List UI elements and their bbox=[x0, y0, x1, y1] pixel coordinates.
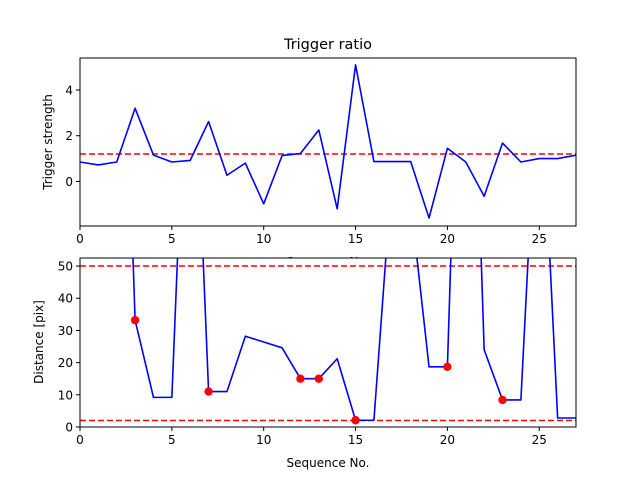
data-point-marker bbox=[443, 362, 452, 372]
bottom-y-axis-label: Distance [pix] bbox=[32, 300, 46, 384]
bottom-plot-background bbox=[80, 258, 576, 427]
bottom-plot-group bbox=[80, 258, 576, 425]
y-tick-label: 4 bbox=[65, 84, 73, 98]
data-point-marker bbox=[296, 374, 305, 383]
data-point-marker bbox=[498, 395, 507, 405]
x-tick-label: 0 bbox=[76, 433, 84, 447]
plot-area-1 bbox=[80, 258, 576, 425]
series-line bbox=[80, 64, 576, 219]
x-tick-label: 20 bbox=[440, 232, 455, 246]
series-line bbox=[132, 258, 576, 422]
data-point-marker bbox=[314, 374, 324, 383]
y-tick-label: 50 bbox=[58, 260, 73, 274]
data-point-marker bbox=[130, 315, 140, 325]
x-tick-label: 20 bbox=[440, 433, 455, 447]
y-tick-label: 40 bbox=[58, 292, 73, 306]
bottom-plot-frame bbox=[79, 257, 577, 428]
data-point-marker bbox=[351, 416, 360, 425]
panel-trigger-ratio: Trigger ratio 0 5 10 15 20 25 0 2 4 Trigger stre… bbox=[41, 37, 577, 269]
data-point-marker bbox=[204, 387, 213, 396]
chart-title: Trigger ratio bbox=[283, 37, 372, 53]
x-tick-label: 5 bbox=[168, 433, 176, 447]
x-tick-label: 15 bbox=[348, 433, 363, 447]
y-tick-label: 10 bbox=[58, 388, 73, 402]
y-tick-label: 20 bbox=[58, 356, 73, 370]
x-tick-label: 10 bbox=[256, 433, 271, 447]
y-tick-label: 0 bbox=[65, 175, 73, 189]
x-tick-label: 25 bbox=[532, 232, 547, 246]
top-y-axis-label: Trigger strength bbox=[41, 94, 55, 191]
x-tick-label: 25 bbox=[532, 433, 547, 447]
y-tick-label: 0 bbox=[65, 421, 73, 435]
top-plot-frame bbox=[79, 57, 577, 227]
bottom-x-axis-label: Sequence No. bbox=[287, 456, 370, 470]
y-tick-label: 30 bbox=[58, 324, 73, 338]
bottom-axis-ticks: 0 5 10 15 20 25 0 10 20 30 40 50 bbox=[58, 260, 547, 447]
top-axis-ticks: 0 5 10 15 20 25 0 2 4 bbox=[65, 84, 547, 247]
x-tick-label: 0 bbox=[76, 232, 84, 246]
x-tick-label: 15 bbox=[348, 232, 363, 246]
x-tick-label: 5 bbox=[168, 232, 176, 246]
panel-distance: 0 5 10 15 20 25 0 10 20 30 40 50 Distance [pix] Seq… bbox=[32, 257, 577, 470]
plot-area-0 bbox=[80, 64, 576, 219]
x-tick-label: 10 bbox=[256, 232, 271, 246]
top-plot-clip-group bbox=[80, 64, 576, 219]
y-tick-label: 2 bbox=[65, 129, 73, 143]
